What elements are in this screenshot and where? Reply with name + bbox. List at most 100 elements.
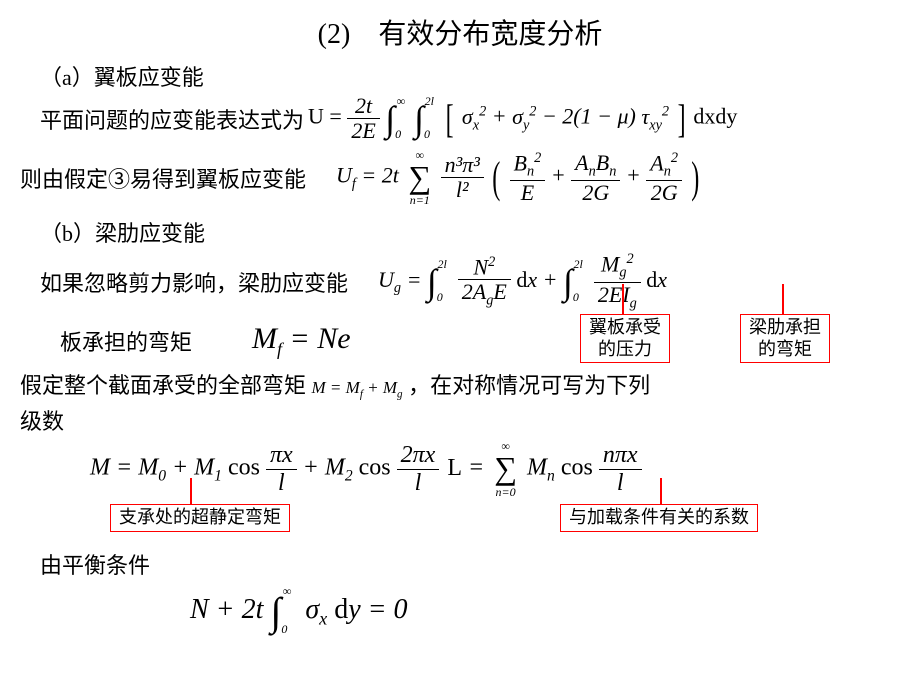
int-upper: 2l xyxy=(425,94,434,109)
eq: = Ne xyxy=(290,322,351,355)
m1: 1 xyxy=(214,468,222,485)
formula-M-series: M = M0 + M1 cos πx l + M2 cos 2πx l L = … xyxy=(90,440,642,498)
frac-N2: N2 2AgE xyxy=(458,255,511,310)
dx: d xyxy=(516,267,527,292)
sigma-y: σy2 xyxy=(512,104,536,129)
frac-2t-2E: 2t 2E xyxy=(347,94,379,143)
int-up: 2l xyxy=(574,257,583,272)
formula-Ug: Ug = ∫ 2l 0 N2 2AgE dx + ∫ 2l 0 Mg2 2EIg… xyxy=(378,252,667,312)
mf: M xyxy=(252,322,277,355)
annotation-coef: 与加载条件有关的系数 xyxy=(560,504,758,532)
int-up: ∞ xyxy=(283,584,292,599)
Mn: M xyxy=(527,455,547,481)
subheading-b: （b）梁肋应变能 xyxy=(40,216,900,248)
balance-formula-line: N + 2t ∫ ∞ 0 σx dy = 0 xyxy=(190,588,900,635)
plus: + xyxy=(492,104,512,129)
num: n³π³ xyxy=(441,153,484,178)
int-lower: 0 xyxy=(395,127,401,142)
frac-Mg2: Mg2 2EIg xyxy=(594,252,641,312)
integral-3: ∫ 2l 0 xyxy=(427,261,437,303)
frac-pix-l: πx l xyxy=(266,442,297,496)
cos2: cos xyxy=(359,455,391,481)
assumption-text: 则由假定③易得到翼板应变能 xyxy=(20,162,306,194)
assume-t2: ，在对称情况可写为下列 xyxy=(408,373,650,398)
u-label: U = xyxy=(308,104,347,129)
text-prefix-a: 平面问题的应变能表达式为 xyxy=(40,103,304,135)
plus2: + M xyxy=(303,455,345,481)
mf-sub: f xyxy=(277,339,282,359)
arrow-line-2 xyxy=(782,284,784,314)
ug-line: 如果忽略剪力影响，梁肋应变能 Ug = ∫ 2l 0 N2 2AgE dx + … xyxy=(40,252,900,312)
integral-1: ∫ ∞ 0 xyxy=(385,98,395,140)
int-up: 2l xyxy=(437,257,446,272)
frac-npix-l: nπx l xyxy=(599,442,642,496)
strain-energy-line: 平面问题的应变能表达式为 U = 2t 2E ∫ ∞ 0 ∫ 2l 0 [ σx… xyxy=(40,94,900,143)
den: 2E xyxy=(347,119,379,143)
formula-Mf: Mf = Ne xyxy=(252,322,351,360)
frac-2pix-l: 2πx l xyxy=(397,442,440,496)
int-lo: 0 xyxy=(573,290,579,305)
uf-line: 则由假定③易得到翼板应变能 Uf = 2t ∞ ∑ n=1 n³π³ l² ( … xyxy=(20,149,900,206)
int-lo: 0 xyxy=(437,290,443,305)
arrow-line-3 xyxy=(190,478,192,504)
plus: + xyxy=(543,267,563,292)
integral-5: ∫ ∞ 0 xyxy=(270,588,281,635)
N2t: N + 2t xyxy=(190,594,263,625)
x: x xyxy=(527,267,537,292)
mn-sub: n xyxy=(547,468,555,485)
formula-U: U = 2t 2E ∫ ∞ 0 ∫ 2l 0 [ σx2 + σy2 − 2(1… xyxy=(308,94,737,143)
term3: An2 2G xyxy=(646,151,682,206)
mf-text: 板承担的弯矩 xyxy=(60,325,192,357)
num: 2t xyxy=(347,94,379,119)
arrow-line-1 xyxy=(622,284,624,314)
eq2: = xyxy=(468,455,490,481)
annotation-static-moment: 支承处的超静定弯矩 xyxy=(110,504,290,532)
x2: x xyxy=(657,267,667,292)
plus: + M xyxy=(172,455,214,481)
tau-xy: τxy2 xyxy=(641,104,669,129)
small-M-formula: M = Mf + Mg xyxy=(312,378,403,400)
L-ellipsis: L xyxy=(447,455,462,481)
annotation-pressure: 翼板承受的压力 xyxy=(580,314,670,363)
plus: + xyxy=(551,163,571,188)
assume-line2: 级数 xyxy=(20,404,900,436)
d: d xyxy=(334,594,348,625)
assume-t1: 假定整个截面承受的全部弯矩 xyxy=(20,373,306,398)
uf: U xyxy=(336,163,352,188)
sigma: σ xyxy=(305,594,319,625)
int-lower: 0 xyxy=(424,127,430,142)
annotation-moment: 梁肋承担的弯矩 xyxy=(740,314,830,363)
plus: + xyxy=(626,163,646,188)
section-title: (2) 有效分布宽度分析 xyxy=(20,12,900,52)
int-upper: ∞ xyxy=(397,94,406,109)
sigma-x: σx2 xyxy=(462,104,486,129)
subheading-a: （a）翼板应变能 xyxy=(40,60,900,92)
sigma-sub: x xyxy=(319,609,327,629)
int-lo: 0 xyxy=(281,622,287,637)
balance-text: 由平衡条件 xyxy=(40,548,900,580)
uf-sub: f xyxy=(352,176,356,192)
eq: = xyxy=(407,267,427,292)
m-series-line: M = M0 + M1 cos πx l + M2 cos 2πx l L = … xyxy=(90,440,900,498)
arrow-line-4 xyxy=(660,478,662,504)
term2: AnBn 2G xyxy=(571,151,620,205)
m0: 0 xyxy=(158,468,166,485)
ug-sub: g xyxy=(394,281,401,297)
ug: U xyxy=(378,267,394,292)
dxdy: dxdy xyxy=(693,104,737,129)
bracket-right: ] xyxy=(677,95,685,142)
den: l² xyxy=(441,178,484,202)
frac-n3pi3: n³π³ l² xyxy=(441,153,484,202)
cos3: cos xyxy=(561,455,593,481)
sum-symbol-2: ∞ ∑ n=0 xyxy=(494,440,517,498)
sum-lo: n=1 xyxy=(408,194,431,206)
term1: Bn2 E xyxy=(510,151,546,206)
dx2: d xyxy=(646,267,657,292)
m-annotations-row: 支承处的超静定弯矩 与加载条件有关的系数 xyxy=(20,502,900,542)
m2: 2 xyxy=(345,468,353,485)
paren-left: ( xyxy=(493,152,501,203)
paren-right: ) xyxy=(691,152,699,203)
mu-term: − 2(1 − μ) xyxy=(542,104,636,129)
formula-Uf: Uf = 2t ∞ ∑ n=1 n³π³ l² ( Bn2 E + AnBn 2… xyxy=(336,149,702,206)
M: M = M xyxy=(90,455,158,481)
